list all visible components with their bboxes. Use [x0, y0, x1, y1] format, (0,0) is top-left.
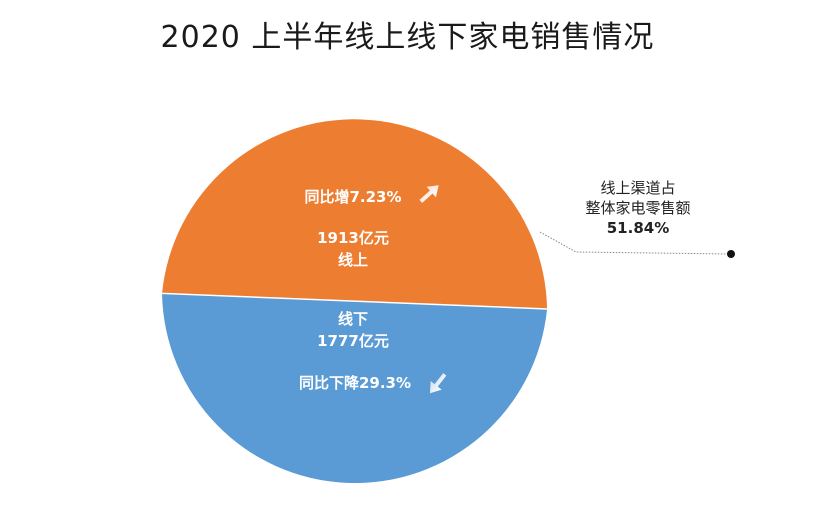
annotation-line-2: 整体家电零售额	[585, 199, 691, 217]
offline-name-label: 线下	[338, 310, 368, 328]
online-name-label: 线上	[338, 251, 368, 269]
pie-slice-offline	[162, 293, 548, 484]
online-value-label: 1913亿元	[317, 229, 389, 247]
offline-change-label: 同比下降29.3%	[299, 374, 411, 392]
online-change-label: 同比增7.23%	[304, 188, 401, 206]
trend-down-arrow-icon	[429, 373, 447, 394]
pie-slice-online	[162, 119, 548, 309]
callout-dot	[727, 250, 735, 258]
annotation-value: 51.84%	[606, 219, 670, 237]
trend-up-arrow-icon	[419, 185, 439, 203]
chart-title: 2020 上半年线上线下家电销售情况	[160, 20, 655, 55]
share-annotation: 线上渠道占 整体家电零售额 51.84%	[548, 178, 728, 238]
slice-divider	[161, 292, 548, 310]
offline-value-label: 1777亿元	[317, 332, 389, 350]
annotation-line-1: 线上渠道占	[600, 179, 676, 197]
